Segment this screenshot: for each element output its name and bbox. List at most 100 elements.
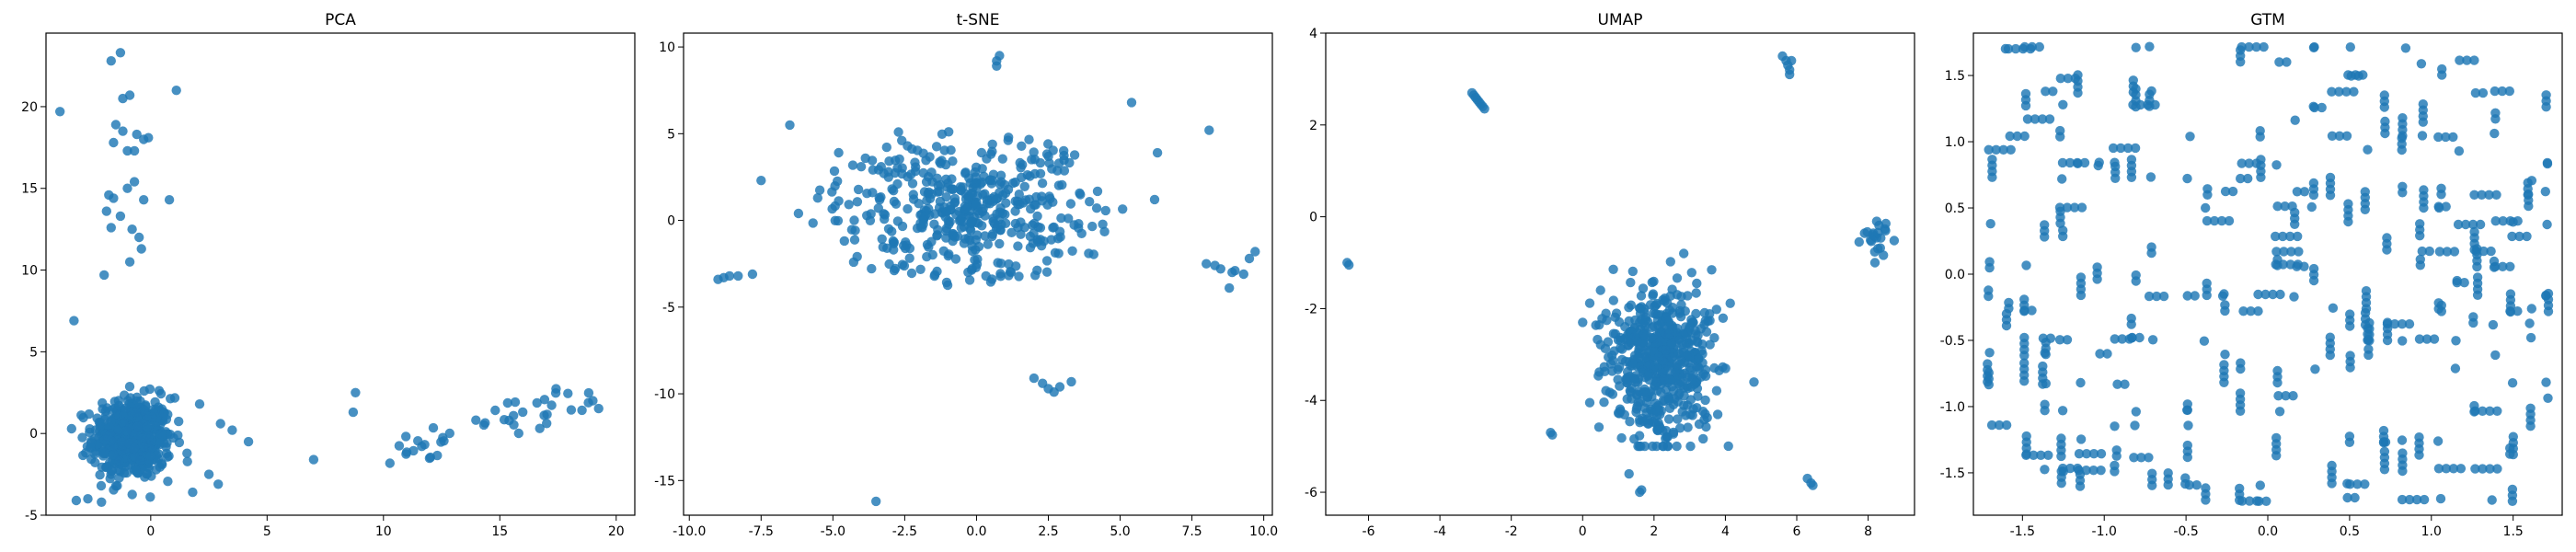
gtm-data-point bbox=[2021, 431, 2031, 442]
pca-data-point bbox=[115, 48, 126, 58]
tsne-data-point bbox=[1054, 382, 1065, 392]
tsne-data-point bbox=[922, 251, 932, 262]
gtm-data-point bbox=[2126, 333, 2137, 343]
gtm-data-point bbox=[2076, 434, 2087, 444]
umap-data-point bbox=[1629, 374, 1639, 384]
gtm-data-point bbox=[2288, 391, 2298, 401]
umap-data-point bbox=[1626, 300, 1637, 310]
gtm-data-point bbox=[2037, 114, 2048, 124]
umap-data-point bbox=[1879, 250, 1889, 260]
gtm-data-point bbox=[2419, 494, 2430, 505]
gtm-data-point bbox=[2202, 184, 2213, 194]
gtm-data-point bbox=[1984, 257, 1995, 267]
umap-data-point bbox=[1871, 216, 1882, 226]
gtm-x-tick-label: -1.5 bbox=[2010, 524, 2035, 539]
pca-data-point bbox=[134, 232, 144, 243]
umap-y-tick-label: -2 bbox=[1305, 302, 1317, 316]
tsne-data-point bbox=[1037, 178, 1048, 189]
umap-data-point bbox=[1620, 356, 1631, 366]
pca-data-point bbox=[144, 132, 154, 143]
umap-data-point bbox=[1649, 321, 1660, 331]
tsne-data-point bbox=[976, 147, 987, 158]
umap-y-tick-label: 0 bbox=[1309, 211, 1317, 225]
tsne-data-point bbox=[827, 203, 837, 214]
umap-data-point bbox=[1648, 441, 1658, 452]
pca-data-point bbox=[401, 431, 411, 442]
gtm-data-point bbox=[2415, 219, 2425, 229]
gtm-data-point bbox=[2145, 41, 2155, 52]
tsne-data-point bbox=[921, 206, 932, 216]
gtm-data-point bbox=[2038, 361, 2048, 372]
gtm-data-point bbox=[2459, 278, 2469, 288]
gtm-data-point bbox=[2505, 216, 2515, 226]
gtm-data-point bbox=[2274, 57, 2284, 67]
pca-data-point bbox=[98, 447, 109, 457]
gtm-data-point bbox=[2274, 407, 2285, 417]
tsne-data-point bbox=[980, 231, 990, 241]
umap-y-tick-label: -6 bbox=[1305, 486, 1317, 500]
pca-data-point bbox=[135, 455, 145, 466]
gtm-data-point bbox=[2287, 201, 2297, 212]
gtm-data-point bbox=[2442, 247, 2453, 257]
gtm-data-point bbox=[2271, 432, 2282, 443]
gtm-data-point bbox=[2397, 494, 2408, 505]
gtm-data-point bbox=[2182, 173, 2192, 184]
tsne-x-tick-label: 0.0 bbox=[966, 524, 986, 539]
gtm-data-point bbox=[2363, 144, 2373, 155]
tsne-data-point bbox=[1065, 199, 1076, 209]
tsne-data-point bbox=[812, 193, 822, 203]
umap-data-point bbox=[1785, 69, 1795, 80]
gtm-data-point bbox=[2048, 86, 2058, 97]
umap-data-point bbox=[1700, 408, 1710, 420]
gtm-data-point bbox=[2063, 74, 2073, 84]
gtm-data-point bbox=[2424, 246, 2434, 257]
gtm-data-point bbox=[2136, 453, 2146, 463]
gtm-data-point bbox=[2191, 480, 2202, 490]
gtm-data-point bbox=[2417, 131, 2428, 141]
gtm-data-point bbox=[2460, 219, 2471, 230]
pca-data-point bbox=[131, 408, 141, 418]
umap-data-point bbox=[1639, 387, 1650, 397]
gtm-data-point bbox=[2543, 393, 2553, 403]
pca-data-point bbox=[117, 437, 127, 447]
gtm-data-point bbox=[2184, 480, 2194, 490]
tsne-title: t-SNE bbox=[956, 11, 999, 29]
umap-data-point bbox=[1578, 317, 1588, 328]
gtm-data-point bbox=[2057, 406, 2068, 416]
tsne-data-point bbox=[891, 263, 901, 274]
tsne-x-tick-label: 2.5 bbox=[1038, 524, 1058, 539]
umap-x-tick-label: -6 bbox=[1363, 524, 1375, 539]
pca-data-point bbox=[156, 429, 167, 439]
umap-data-point bbox=[1645, 360, 1655, 370]
pca-data-point bbox=[394, 441, 405, 451]
gtm-data-point bbox=[2131, 407, 2141, 417]
gtm-data-point bbox=[2505, 306, 2515, 316]
gtm-data-point bbox=[2398, 181, 2408, 191]
pca-points bbox=[54, 48, 604, 507]
gtm-data-point bbox=[2255, 480, 2265, 490]
gtm-data-point bbox=[2236, 45, 2246, 55]
gtm-data-point bbox=[2478, 246, 2489, 257]
umap-data-point bbox=[1637, 485, 1647, 495]
tsne-data-point bbox=[830, 181, 840, 191]
pca-data-point bbox=[551, 384, 561, 394]
tsne-data-point bbox=[964, 275, 975, 285]
gtm-data-point bbox=[2345, 42, 2355, 52]
tsne-data-point bbox=[1225, 282, 1235, 293]
gtm-data-point bbox=[2513, 216, 2523, 226]
umap-data-point bbox=[1711, 305, 1722, 315]
gtm-data-point bbox=[2294, 247, 2304, 257]
gtm-data-point bbox=[2220, 186, 2231, 197]
gtm-data-point bbox=[2488, 319, 2499, 330]
gtm-data-point bbox=[2397, 435, 2408, 445]
tsne-data-point bbox=[1087, 221, 1098, 232]
tsne-data-point bbox=[952, 231, 963, 241]
umap-data-point bbox=[1615, 381, 1625, 391]
tsne-data-point bbox=[1230, 266, 1240, 276]
tsne-ticks: -10.0 -7.5 -5.0 -2.5 0.0 2.5 5.0 7.5 10.0 -15 -10 -… bbox=[654, 40, 1278, 539]
pca-data-point bbox=[154, 454, 164, 464]
gtm-x-tick-label: 1.0 bbox=[2421, 524, 2442, 539]
gtm-data-point bbox=[2246, 306, 2256, 316]
pca-data-point bbox=[188, 487, 198, 498]
tsne-data-point bbox=[1010, 206, 1020, 216]
